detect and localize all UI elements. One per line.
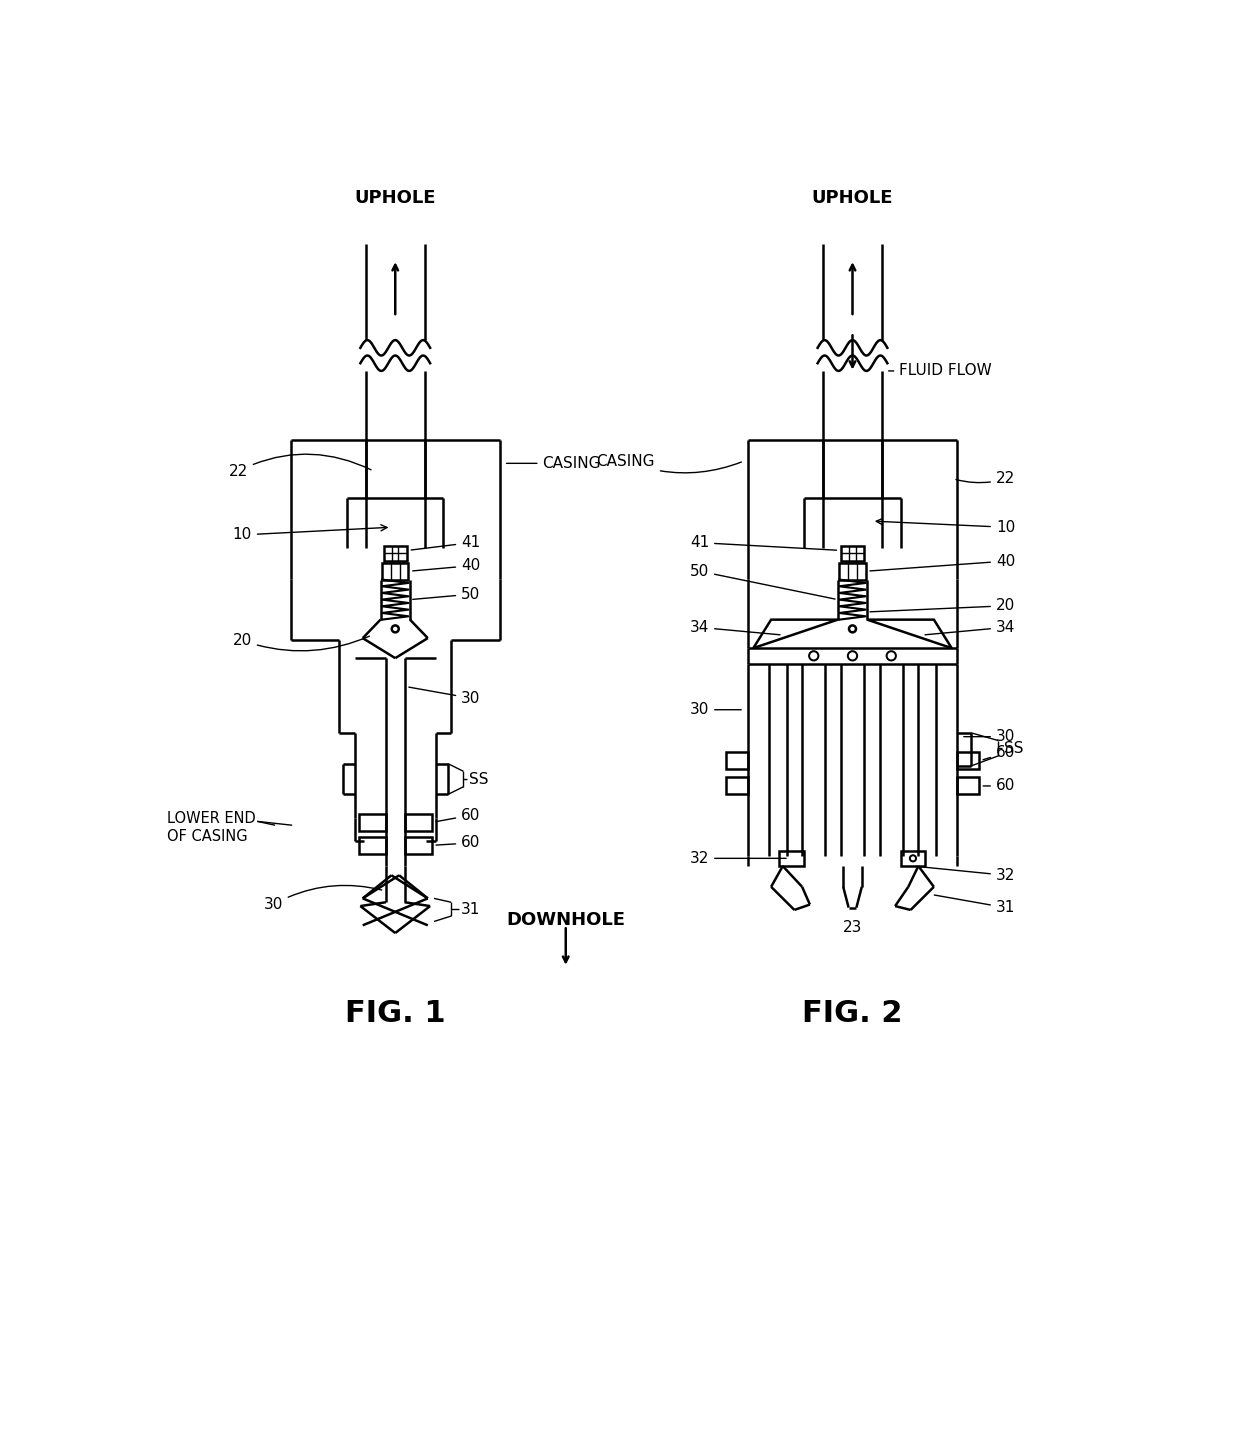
Text: UPHOLE: UPHOLE <box>355 189 436 206</box>
Text: FIG. 1: FIG. 1 <box>345 999 445 1028</box>
Text: 22: 22 <box>956 472 1016 486</box>
Bar <box>727 777 748 795</box>
Text: 40: 40 <box>870 554 1016 571</box>
Text: 31: 31 <box>460 901 480 917</box>
Text: 40: 40 <box>413 558 480 574</box>
Text: 32: 32 <box>689 851 786 865</box>
Text: UPHOLE: UPHOLE <box>812 189 893 206</box>
Text: 30: 30 <box>409 688 481 705</box>
Bar <box>383 545 407 561</box>
Text: 30: 30 <box>963 730 1016 744</box>
Bar <box>900 851 925 867</box>
Polygon shape <box>753 620 838 647</box>
Text: LOWER END
OF CASING: LOWER END OF CASING <box>166 812 255 844</box>
Bar <box>839 562 866 580</box>
Text: 60: 60 <box>983 779 1016 793</box>
Text: 30: 30 <box>263 885 382 911</box>
Text: FLUID FLOW: FLUID FLOW <box>889 363 992 378</box>
Bar <box>382 562 408 580</box>
Bar <box>404 836 432 854</box>
Text: 34: 34 <box>925 620 1016 634</box>
Bar <box>358 813 386 831</box>
Text: 41: 41 <box>689 535 837 551</box>
Text: 31: 31 <box>934 895 1016 916</box>
Text: CASING: CASING <box>596 454 742 473</box>
Text: SS: SS <box>469 771 489 786</box>
Text: 20: 20 <box>233 633 370 650</box>
Text: 10: 10 <box>877 519 1016 535</box>
Text: 32: 32 <box>915 867 1016 883</box>
Text: 10: 10 <box>233 525 387 542</box>
Text: FIG. 2: FIG. 2 <box>802 999 903 1028</box>
Text: 30: 30 <box>689 702 742 717</box>
Polygon shape <box>867 620 952 647</box>
Text: 60: 60 <box>436 808 481 823</box>
Bar <box>727 753 748 769</box>
Bar <box>957 753 978 769</box>
Text: DOWNHOLE: DOWNHOLE <box>506 911 625 929</box>
Bar <box>358 836 386 854</box>
Text: 34: 34 <box>689 620 780 634</box>
Text: 50: 50 <box>689 564 835 598</box>
Bar <box>957 777 978 795</box>
Bar <box>404 813 432 831</box>
Text: SS: SS <box>1003 741 1023 756</box>
Bar <box>779 851 804 867</box>
Text: 20: 20 <box>870 598 1016 613</box>
Text: 60: 60 <box>983 746 1016 760</box>
Text: 60: 60 <box>436 835 481 851</box>
Text: 22: 22 <box>228 454 371 479</box>
Text: 50: 50 <box>413 587 480 601</box>
Text: CASING: CASING <box>506 456 601 472</box>
Text: 41: 41 <box>412 535 480 551</box>
Bar <box>841 545 864 561</box>
Text: 23: 23 <box>843 920 862 934</box>
